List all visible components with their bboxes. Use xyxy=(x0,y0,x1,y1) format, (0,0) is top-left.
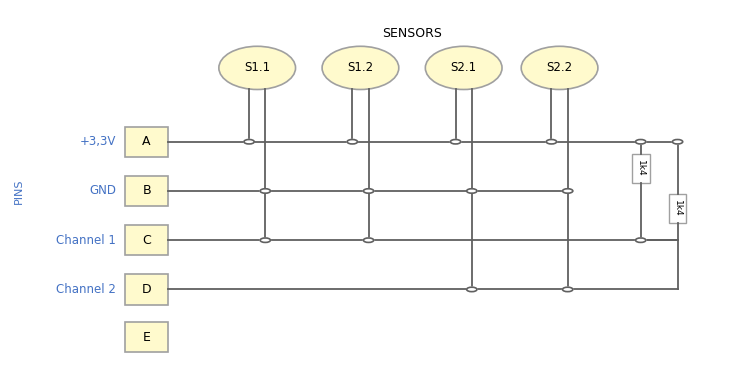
Circle shape xyxy=(546,140,557,144)
Circle shape xyxy=(635,238,646,242)
Text: S2.2: S2.2 xyxy=(547,61,573,74)
Ellipse shape xyxy=(219,46,296,89)
FancyBboxPatch shape xyxy=(125,176,168,206)
FancyBboxPatch shape xyxy=(125,127,168,157)
FancyBboxPatch shape xyxy=(125,275,168,304)
Circle shape xyxy=(467,189,477,193)
Circle shape xyxy=(347,140,357,144)
Text: SENSORS: SENSORS xyxy=(382,27,442,40)
Circle shape xyxy=(363,189,374,193)
FancyBboxPatch shape xyxy=(125,225,168,255)
Circle shape xyxy=(635,140,646,144)
Text: PINS: PINS xyxy=(14,178,24,204)
FancyBboxPatch shape xyxy=(632,154,649,183)
Text: A: A xyxy=(143,135,151,148)
FancyBboxPatch shape xyxy=(125,322,168,352)
Text: 1k4: 1k4 xyxy=(673,200,682,217)
Circle shape xyxy=(467,287,477,292)
Text: Channel 1: Channel 1 xyxy=(56,234,117,247)
Ellipse shape xyxy=(322,46,399,89)
Circle shape xyxy=(260,189,270,193)
FancyBboxPatch shape xyxy=(669,194,687,223)
Text: S1.2: S1.2 xyxy=(348,61,374,74)
Text: D: D xyxy=(142,283,152,296)
Circle shape xyxy=(450,140,461,144)
Circle shape xyxy=(363,238,374,242)
Text: GND: GND xyxy=(89,184,117,197)
Circle shape xyxy=(562,287,573,292)
Circle shape xyxy=(562,189,573,193)
Text: S1.1: S1.1 xyxy=(244,61,270,74)
Text: E: E xyxy=(143,331,151,344)
Text: S2.1: S2.1 xyxy=(450,61,477,74)
Circle shape xyxy=(244,140,254,144)
Text: Channel 2: Channel 2 xyxy=(56,283,117,296)
Text: B: B xyxy=(142,184,151,197)
Ellipse shape xyxy=(521,46,598,89)
Circle shape xyxy=(672,140,683,144)
Circle shape xyxy=(260,238,270,242)
Text: +3,3V: +3,3V xyxy=(80,135,117,148)
Text: C: C xyxy=(142,234,151,247)
Ellipse shape xyxy=(425,46,502,89)
Text: 1k4: 1k4 xyxy=(636,160,645,177)
